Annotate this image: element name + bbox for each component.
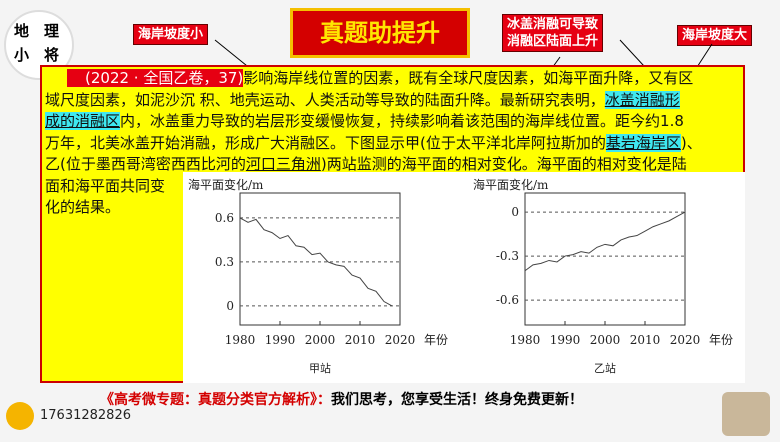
logo-char: 将 <box>44 46 60 64</box>
highlight: 基岩海岸区 <box>605 133 681 152</box>
x-tick-label: 1980 <box>510 333 541 347</box>
note: 冰盖消融可导致 消融区陆面上升 <box>502 14 604 52</box>
text-line: 万年，北美冰盖开始消融，形成广大消融区。下图显示甲(位于太平洋北岸阿拉斯加的基岩… <box>45 133 702 155</box>
knight-image <box>722 392 770 436</box>
y-tick-label: 0.3 <box>215 255 234 269</box>
y-axis-label: 海平面变化/m <box>473 177 549 192</box>
highlight: 冰盖消融形 <box>604 90 680 109</box>
text: 内，冰盖重力导致的岩层形变缓慢恢复，持续影响着该范围的海岸线位置。距今约1.8 <box>120 112 684 130</box>
x-tick-label: 1990 <box>265 333 296 347</box>
note: 海岸坡度大 <box>677 25 753 46</box>
y-tick-label: -0.3 <box>496 249 519 263</box>
y-axis-label: 海平面变化/m <box>188 177 264 192</box>
logo: 地 理 小 将 <box>4 10 74 80</box>
text: 万年，北美冰盖开始消融，形成广大消融区。下图显示甲(位于太平洋北岸阿拉斯加的 <box>45 133 606 152</box>
text: 化的结果。 <box>45 198 121 216</box>
logo-char: 地 <box>14 22 30 40</box>
y-tick-label: -0.6 <box>496 293 519 307</box>
text: 域尺度因素，如泥沙沉 积、地壳运动、人类活动等导致的陆面升降。最新研究表明， <box>45 90 605 109</box>
note-line: 消融区陆面上升 <box>507 34 599 49</box>
y-tick-label: 0 <box>511 205 519 219</box>
note-line: 冰盖消融可导致 <box>507 17 599 32</box>
text-line: 域尺度因素，如泥沙沉 积、地壳运动、人类活动等导致的陆面升降。最新研究表明，冰盖… <box>45 90 702 112</box>
x-tick-label: 2000 <box>305 333 336 347</box>
x-tick-label: 1980 <box>225 333 256 347</box>
question-text: (2022 · 全国乙卷，37)影响海岸线位置的因素，既有全球尺度因素，如海平面… <box>45 68 702 219</box>
text: )两站监测的海平面的相对变化。海平面的相对变化是陆 <box>320 155 687 173</box>
banner: 真题助提升 <box>290 8 470 58</box>
logo-char: 小 <box>14 46 30 64</box>
text-line: 化的结果。 <box>45 197 702 219</box>
data-line <box>524 211 686 272</box>
footer-source: 《高考微专题：真题分类官方解析》： <box>100 392 331 408</box>
phone: 17631282826 <box>40 408 131 423</box>
text: 乙(位于墨西哥湾密西西比河的 <box>45 155 246 173</box>
text-line: 面和海平面共同变 <box>45 176 702 198</box>
x-axis-label: 年份 <box>424 333 448 347</box>
footer: 《高考微专题：真题分类官方解析》：我们思考，您享受生活！终身免费更新！ <box>100 389 583 409</box>
chart-title: 甲站 <box>309 361 331 375</box>
y-tick-label: 0 <box>226 299 234 313</box>
data-line <box>239 217 393 307</box>
highlight: 成的消融区 <box>45 112 121 130</box>
text-line: (2022 · 全国乙卷，37)影响海岸线位置的因素，既有全球尺度因素，如海平面… <box>45 68 702 90</box>
text-line: 乙(位于墨西哥湾密西西比河的河口三角洲)两站监测的海平面的相对变化。海平面的相对… <box>45 154 702 176</box>
x-tick-label: 2020 <box>670 333 701 347</box>
x-tick-label: 2020 <box>385 333 416 347</box>
x-tick-label: 1990 <box>550 333 581 347</box>
x-tick-label: 2010 <box>630 333 661 347</box>
source: (2022 · 全国乙卷，37) <box>67 69 244 87</box>
x-axis-label: 年份 <box>709 333 733 347</box>
y-tick-label: 0.6 <box>215 211 234 225</box>
logo-char: 理 <box>44 22 60 40</box>
text: 面和海平面共同变 <box>45 176 166 195</box>
x-tick-label: 2010 <box>345 333 376 347</box>
phone-icon <box>6 402 34 430</box>
text: 影响海岸线位置的因素，既有全球尺度因素，如海平面升降，又有区 <box>243 69 694 87</box>
text-line: 成的消融区内，冰盖重力导致的岩层形变缓慢恢复，持续影响着该范围的海岸线位置。距今… <box>45 111 702 133</box>
text: )、 <box>680 133 702 152</box>
underline: 河口三角洲 <box>245 155 321 173</box>
chart-title: 乙站 <box>594 361 616 375</box>
note: 海岸坡度小 <box>133 24 209 45</box>
figure: 海平面变化/m 年份甲站 0 0.3 0.6 1980 1990 2000 2010 2020 海平… <box>183 172 745 383</box>
x-tick-label: 2000 <box>590 333 621 347</box>
footer-slogan: 我们思考，您享受生活！终身免费更新！ <box>331 392 583 408</box>
